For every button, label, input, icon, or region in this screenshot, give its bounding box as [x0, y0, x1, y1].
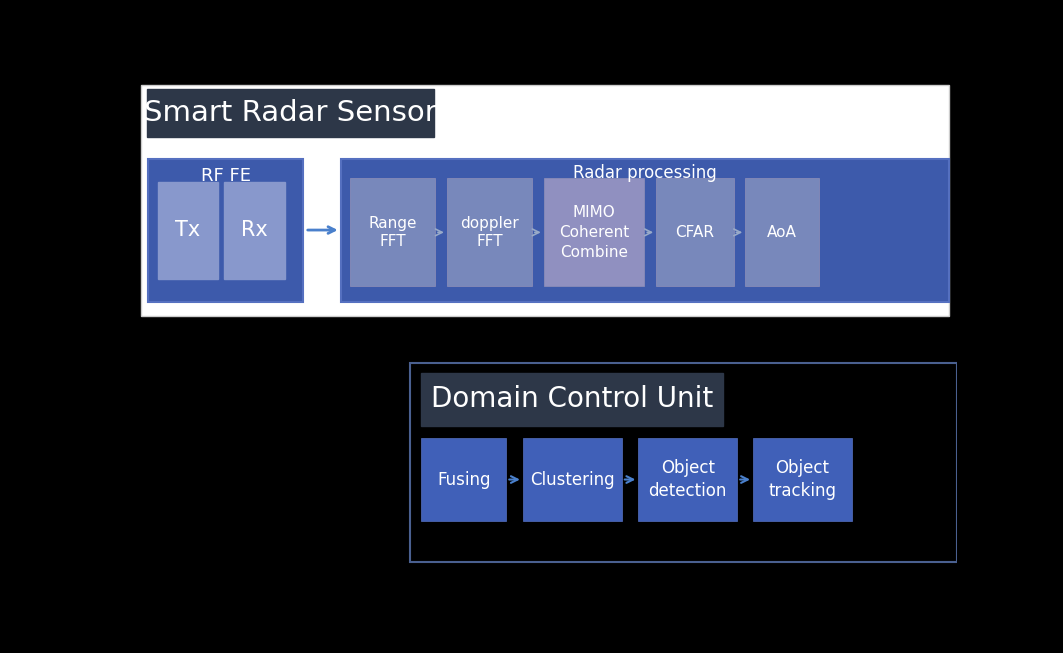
FancyBboxPatch shape: [543, 178, 644, 286]
Text: doppler
FFT: doppler FFT: [460, 215, 519, 249]
Text: MIMO
Coherent
Combine: MIMO Coherent Combine: [559, 205, 629, 260]
FancyBboxPatch shape: [745, 178, 819, 286]
FancyBboxPatch shape: [656, 178, 733, 286]
Text: Radar processing: Radar processing: [573, 164, 716, 182]
Text: Fusing: Fusing: [437, 471, 490, 488]
Text: Domain Control Unit: Domain Control Unit: [432, 385, 713, 413]
FancyBboxPatch shape: [523, 438, 622, 521]
Text: Smart Radar Sensor: Smart Radar Sensor: [144, 99, 437, 127]
FancyBboxPatch shape: [421, 374, 724, 426]
Text: Object
detection: Object detection: [648, 460, 727, 500]
Text: AoA: AoA: [767, 225, 797, 240]
Text: Rx: Rx: [241, 221, 268, 240]
FancyBboxPatch shape: [638, 438, 738, 521]
Text: Range
FFT: Range FFT: [368, 215, 417, 249]
Text: Object
tracking: Object tracking: [769, 460, 837, 500]
Text: CFAR: CFAR: [675, 225, 714, 240]
FancyBboxPatch shape: [350, 178, 435, 286]
FancyBboxPatch shape: [147, 89, 434, 137]
FancyBboxPatch shape: [410, 363, 957, 562]
FancyBboxPatch shape: [340, 159, 949, 302]
Text: Tx: Tx: [175, 221, 201, 240]
FancyBboxPatch shape: [421, 438, 506, 521]
FancyBboxPatch shape: [140, 84, 949, 315]
FancyBboxPatch shape: [446, 178, 532, 286]
Text: Clustering: Clustering: [530, 471, 614, 488]
FancyBboxPatch shape: [157, 182, 218, 279]
Text: RF FE: RF FE: [201, 167, 251, 185]
FancyBboxPatch shape: [149, 159, 303, 302]
FancyBboxPatch shape: [753, 438, 853, 521]
FancyBboxPatch shape: [224, 182, 285, 279]
